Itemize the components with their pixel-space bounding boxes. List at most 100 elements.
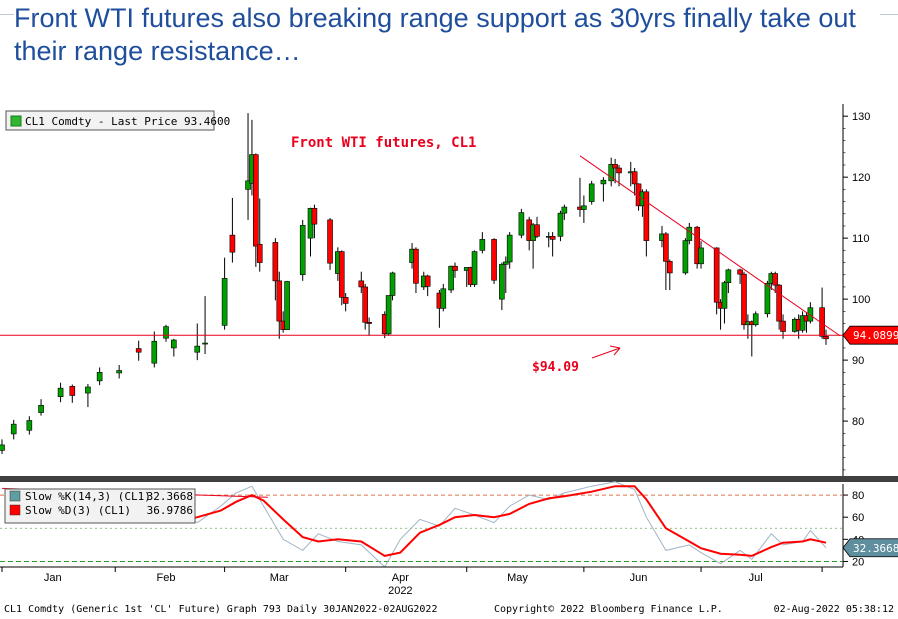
candle-body (116, 370, 122, 374)
date-axis: Jan Feb Mar Apr May Jun Jul 2022 CL1 Comdty (Gen… (0, 566, 894, 615)
candle-body (358, 280, 365, 288)
candle-body (600, 179, 607, 185)
candle-body (448, 265, 454, 291)
candle-body (272, 242, 279, 282)
month-label: Jul (749, 572, 763, 584)
candle-body (764, 282, 771, 315)
candle-body (135, 348, 142, 353)
candle-body (245, 180, 251, 190)
support-arrow-head (609, 345, 621, 356)
osc-legend-swatch (9, 504, 21, 516)
candle-body (338, 251, 345, 298)
price-y-tick-label: 100 (852, 294, 870, 306)
osc-y-tick-label: 80 (852, 490, 864, 502)
month-label: Jun (630, 572, 648, 584)
candle-body (557, 212, 564, 237)
price-y-tick-label: 130 (852, 111, 870, 123)
candle-body (518, 212, 525, 236)
month-label: Jan (44, 572, 62, 584)
title-rule-left (0, 14, 14, 15)
osc-y-tick-label: 20 (852, 556, 864, 568)
candle-body (171, 339, 177, 349)
candle-body (823, 336, 829, 340)
candle-body (776, 284, 782, 322)
candle-body (256, 243, 263, 263)
osc-legend: Slow %K(14,3) (CL1)32.3668 Slow %D(3) (CL… (4, 488, 196, 524)
candle-body (311, 207, 318, 225)
candle-body (752, 313, 759, 326)
candle-body (69, 386, 76, 396)
candle-body (694, 226, 700, 265)
candle-body (57, 387, 64, 398)
price-legend-swatch (10, 115, 22, 127)
osc-legend-swatch (9, 490, 21, 502)
footer-right: 02-Aug-2022 05:38:12 (774, 604, 894, 615)
osc-legend-box (4, 488, 196, 524)
candle-body (0, 444, 5, 451)
osc-legend-value: 32.3668 (147, 490, 193, 503)
candle-body (194, 345, 201, 353)
candle-body (327, 219, 333, 264)
year-label: 2022 (388, 585, 412, 597)
slow-k-line (177, 481, 827, 568)
candle-body (737, 269, 743, 275)
candle-body (299, 225, 306, 276)
candle-body (253, 154, 259, 247)
trend-line (579, 155, 841, 337)
candle-body (772, 273, 779, 286)
price-y-tick-label: 120 (852, 172, 870, 184)
candle-body (151, 340, 158, 364)
osc-value-tag (842, 538, 898, 558)
price-y-tick-label: 80 (852, 416, 864, 428)
candle-body (698, 247, 704, 265)
price-panel: 80 90 100 110 120 130 $94.09 Front WTI futures,… (0, 104, 898, 567)
price-legend: CL1 Comdty - Last Price 93.4600 (5, 110, 230, 131)
support-label: $94.09 (532, 360, 579, 375)
candle-body (713, 247, 720, 303)
candle-body (479, 239, 486, 251)
candle-body (799, 315, 806, 331)
candle-body (163, 326, 169, 339)
osc-legend-label: Slow %K(14,3) (CL1) (25, 490, 151, 503)
candle-body (780, 320, 786, 332)
candle-body (284, 281, 290, 330)
candle-body (588, 183, 595, 202)
candle-body (452, 265, 458, 271)
footer-left: CL1 Comdty (Generic 1st 'CL' Future) Gra… (4, 604, 437, 615)
candle-body (506, 234, 513, 263)
last-price-tag-label: 94.0899 (853, 329, 898, 342)
osc-y-tick-label: 60 (852, 512, 864, 524)
month-label: Mar (270, 572, 289, 584)
candle-body (666, 261, 673, 274)
candle-body (499, 264, 505, 300)
candle-body (85, 386, 91, 394)
support-arrow-shaft (591, 347, 621, 359)
month-label: May (507, 572, 528, 584)
candle-body (389, 272, 396, 296)
price-plot-area (0, 104, 843, 476)
candle-body (643, 191, 650, 241)
candle-body (502, 261, 509, 265)
candle-body (440, 288, 447, 309)
osc-legend-value: 36.9786 (147, 504, 193, 517)
slide-title: Front WTI futures also breaking range su… (14, 3, 856, 66)
panel-separator (0, 476, 898, 482)
candle-body (96, 372, 103, 382)
footer-center: Copyright© 2022 Bloomberg Finance L.P. (494, 604, 723, 615)
candle-body (608, 164, 615, 182)
candle-body (26, 420, 33, 431)
candle-body (366, 322, 372, 324)
month-label: Apr (392, 572, 409, 584)
candle-body (663, 233, 669, 262)
candle-body (385, 295, 392, 335)
candle-body (221, 278, 228, 326)
chart-title: Front WTI futures, CL1 (291, 135, 476, 151)
candle-body (549, 236, 556, 240)
candle-body (342, 297, 349, 304)
candle-body (362, 286, 368, 323)
candle-body (725, 269, 732, 283)
candle-body (581, 205, 587, 210)
candle-body (741, 273, 747, 326)
